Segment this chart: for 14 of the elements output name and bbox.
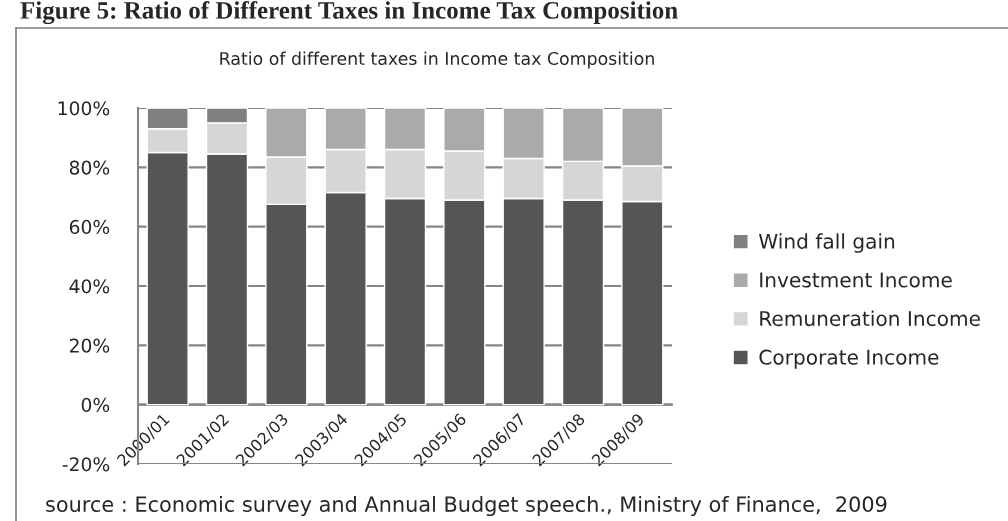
y-tick-label: 100% [58, 101, 110, 116]
legend-label: Wind fall gain [758, 233, 895, 253]
chart-subtitle: Ratio of different taxes in Income tax Composition [220, 51, 654, 69]
y-tick-label: 20% [69, 338, 110, 353]
source-note: source : Economic survey and Annual Budget speech., Ministry of Finance, 2009 [46, 495, 887, 517]
legend-label: Remuneration Income [760, 310, 980, 327]
legend-label: Corporate Income [759, 349, 939, 369]
legend-label: Investment Income [760, 272, 952, 288]
y-tick-label: 0% [81, 397, 110, 413]
y-tick-label: -20% [62, 457, 110, 472]
chart-title: Figure 5: Ratio of Different Taxes in Income Tax Composition [20, 1, 678, 25]
y-tick-label: 80% [69, 160, 110, 175]
y-tick-label: 40% [69, 279, 110, 294]
y-tick-label: 60% [69, 219, 110, 235]
